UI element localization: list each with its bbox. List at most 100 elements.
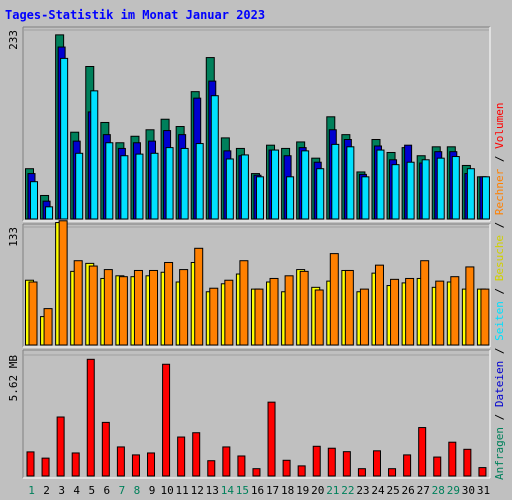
x-tick-label-29: 29 [447, 484, 460, 497]
bar-volumen-4 [71, 452, 80, 477]
bar-seiten-21 [331, 143, 340, 220]
x-tick-label-18: 18 [281, 484, 294, 497]
bar-rechner-13 [209, 287, 219, 346]
bar-volumen-13 [207, 460, 216, 477]
bar-rechner-22 [344, 269, 354, 346]
legend-entry-seiten: Seiten [493, 301, 506, 347]
bar-volumen-23 [357, 468, 366, 477]
bar-volumen-11 [177, 436, 186, 477]
x-tick-label-8: 8 [134, 484, 141, 497]
bar-volumen-17 [267, 401, 276, 477]
bar-rechner-21 [329, 253, 339, 346]
bar-rechner-24 [374, 264, 384, 346]
x-tick-label-3: 3 [58, 484, 65, 497]
bar-volumen-19 [297, 465, 306, 477]
bar-volumen-22 [342, 451, 351, 477]
bar-seiten-28 [436, 157, 445, 220]
bar-seiten-15 [240, 154, 249, 220]
bar-seiten-13 [210, 95, 219, 220]
y-max-label-bottom: 5.62 MB [7, 355, 20, 402]
bar-rechner-11 [179, 269, 189, 346]
y-max-label-top: 233 [7, 30, 20, 50]
bar-volumen-18 [282, 459, 291, 477]
bar-volumen-1 [26, 451, 35, 477]
bar-seiten-2 [45, 206, 54, 220]
bar-volumen-15 [237, 455, 246, 477]
bar-seiten-31 [481, 176, 490, 220]
bar-rechner-2 [43, 308, 53, 346]
x-tick-label-1: 1 [28, 484, 35, 497]
legend-separator: / [493, 348, 506, 361]
bar-volumen-12 [192, 432, 201, 477]
bar-seiten-7 [120, 155, 129, 220]
x-tick-label-2: 2 [43, 484, 50, 497]
bar-rechner-31 [480, 288, 490, 346]
bar-rechner-23 [359, 288, 369, 346]
bar-seiten-4 [75, 152, 84, 220]
bar-seiten-25 [391, 164, 400, 220]
bar-seiten-10 [165, 147, 174, 220]
x-tick-label-14: 14 [221, 484, 235, 497]
bar-rechner-12 [194, 247, 204, 346]
bar-rechner-30 [465, 266, 475, 346]
bar-volumen-21 [327, 447, 336, 477]
bar-rechner-25 [390, 278, 400, 346]
bar-volumen-26 [403, 454, 412, 477]
bar-seiten-3 [60, 57, 69, 220]
legend-entry-dateien: Dateien [493, 361, 506, 414]
bar-seiten-6 [105, 142, 114, 220]
bar-seiten-20 [316, 168, 325, 220]
x-tick-label-4: 4 [73, 484, 80, 497]
x-tick-label-12: 12 [191, 484, 204, 497]
legend-separator: / [493, 222, 506, 235]
bar-seiten-30 [466, 168, 475, 220]
bar-seiten-8 [135, 153, 144, 220]
x-tick-label-9: 9 [149, 484, 156, 497]
x-tick-label-7: 7 [119, 484, 126, 497]
bar-rechner-4 [73, 260, 83, 346]
bar-seiten-27 [421, 159, 430, 220]
bar-volumen-27 [418, 427, 427, 477]
bar-seiten-9 [150, 152, 159, 220]
bar-rechner-9 [149, 269, 159, 346]
bar-seiten-11 [180, 147, 189, 220]
bar-rechner-15 [239, 260, 249, 346]
x-tick-label-17: 17 [266, 484, 279, 497]
x-tick-label-27: 27 [417, 484, 430, 497]
bar-volumen-5 [86, 358, 95, 477]
bar-volumen-31 [478, 467, 487, 477]
legend-separator: / [493, 414, 506, 427]
bar-seiten-17 [271, 149, 280, 220]
bar-rechner-29 [450, 276, 460, 346]
x-tick-label-28: 28 [432, 484, 445, 497]
bar-seiten-14 [225, 158, 234, 220]
legend-entry-anfragen: Anfragen [493, 427, 506, 480]
x-tick-label-20: 20 [311, 484, 324, 497]
bar-rechner-5 [88, 265, 98, 346]
x-tick-label-31: 31 [477, 484, 490, 497]
x-tick-label-19: 19 [296, 484, 309, 497]
bar-rechner-28 [435, 280, 445, 346]
bar-volumen-7 [116, 446, 125, 477]
bar-seiten-19 [301, 150, 310, 220]
bar-volumen-3 [56, 416, 65, 477]
bar-rechner-26 [405, 277, 415, 346]
bar-rechner-14 [224, 279, 234, 346]
bar-seiten-1 [30, 181, 38, 220]
bar-volumen-6 [101, 421, 110, 477]
bar-volumen-25 [388, 468, 397, 477]
bar-seiten-18 [286, 176, 295, 220]
x-tick-label-24: 24 [371, 484, 385, 497]
legend-separator: / [493, 155, 506, 168]
x-tick-label-30: 30 [462, 484, 475, 497]
bar-volumen-24 [372, 450, 381, 477]
x-tick-label-11: 11 [176, 484, 189, 497]
bar-rechner-27 [420, 260, 430, 346]
x-tick-label-25: 25 [386, 484, 399, 497]
x-tick-label-5: 5 [88, 484, 95, 497]
bar-seiten-16 [255, 176, 264, 220]
bar-volumen-28 [433, 456, 442, 477]
x-tick-label-22: 22 [341, 484, 354, 497]
